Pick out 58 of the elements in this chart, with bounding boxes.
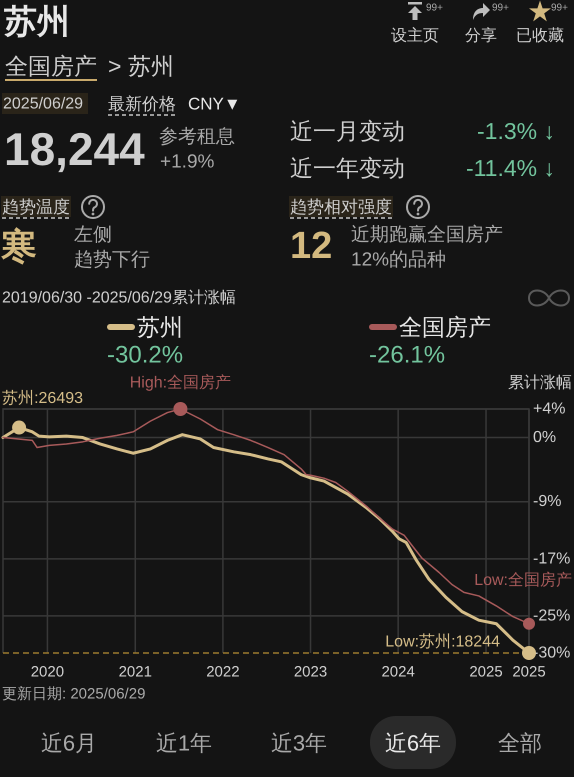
y-tick-label: +4% xyxy=(533,400,566,418)
text: -11.4% ↓ xyxy=(466,155,555,181)
annotation: 苏州:26493 xyxy=(2,389,84,408)
text: -26.1% xyxy=(369,342,446,368)
y-tick-label: -17% xyxy=(533,550,570,568)
chart-title: 苏州 xyxy=(3,2,70,40)
x-tick-label: 2021 xyxy=(118,664,152,680)
x-tick-label: 2023 xyxy=(294,664,328,680)
text: 近期跑赢全国房产 xyxy=(351,224,503,246)
text: 18,244 xyxy=(4,123,146,175)
text: 99+ xyxy=(492,2,510,14)
annotation: High:全国房产 xyxy=(130,374,232,392)
text: +1.9% xyxy=(160,152,215,172)
text: -1.3% ↓ xyxy=(477,118,555,144)
y-tick-label: -9% xyxy=(533,493,562,510)
x-tick-label: 2020 xyxy=(30,664,64,680)
chart-subtitle: 2019/06/30 -2025/06/29累计涨幅 xyxy=(2,288,236,306)
point xyxy=(522,646,536,660)
y-tick-label: 0% xyxy=(533,429,556,446)
text: 参考租息 xyxy=(159,126,235,148)
text: 更新日期: 2025/06/29 xyxy=(2,686,146,702)
text: 近一月变动 xyxy=(290,118,405,144)
text: 99+ xyxy=(551,2,568,14)
text: 设主页 xyxy=(391,26,439,44)
text: -30.2% xyxy=(107,342,184,368)
text: 分享 xyxy=(465,26,497,44)
text: 近一年变动 xyxy=(290,155,405,181)
legend-label: 苏州 xyxy=(137,314,183,340)
text: 近3年 xyxy=(270,730,328,756)
text: 近6月 xyxy=(40,730,98,756)
x-tick-label: 2024 xyxy=(381,664,415,680)
text: 全国房产 xyxy=(5,53,97,79)
point xyxy=(12,420,26,435)
text: 全部 xyxy=(498,730,542,756)
x-tick-label: 2022 xyxy=(206,664,240,680)
annotation: Low:全国房产 xyxy=(474,571,572,590)
text: 趋势下行 xyxy=(74,250,150,270)
text: CNY▼ xyxy=(188,94,241,114)
text: > 苏州 xyxy=(108,53,174,79)
y-tick-label: -25% xyxy=(533,607,570,624)
text: 99+ xyxy=(426,2,444,14)
text: 2025/06/29 xyxy=(3,96,84,112)
text: 近1年 xyxy=(156,730,212,756)
point xyxy=(173,402,188,416)
text: 最新价格 xyxy=(108,94,176,114)
ref-line-label: -30% xyxy=(533,644,570,662)
text: 近6年 xyxy=(384,730,442,756)
text: 已收藏 xyxy=(516,26,564,44)
point xyxy=(523,618,535,630)
text: 12%的品种 xyxy=(351,250,446,270)
text: 12 xyxy=(290,225,332,267)
text: 寒 xyxy=(1,226,37,266)
x-tick-label: 2025 xyxy=(512,664,546,680)
text: 左侧 xyxy=(74,224,112,246)
x-tick-label: 2025 xyxy=(469,664,503,680)
y-axis-title: 累计涨幅 xyxy=(508,374,572,392)
legend-label: 全国房产 xyxy=(399,314,491,340)
annotation: Low:苏州:18244 xyxy=(385,632,500,650)
